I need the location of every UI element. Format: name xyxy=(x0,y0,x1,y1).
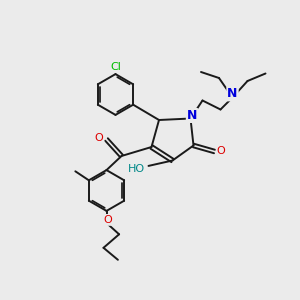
Text: O: O xyxy=(217,146,226,157)
Text: HO: HO xyxy=(128,164,145,175)
Text: N: N xyxy=(187,109,197,122)
Text: O: O xyxy=(94,133,103,143)
Text: O: O xyxy=(103,215,112,225)
Text: Cl: Cl xyxy=(110,61,121,72)
Text: N: N xyxy=(227,87,238,101)
